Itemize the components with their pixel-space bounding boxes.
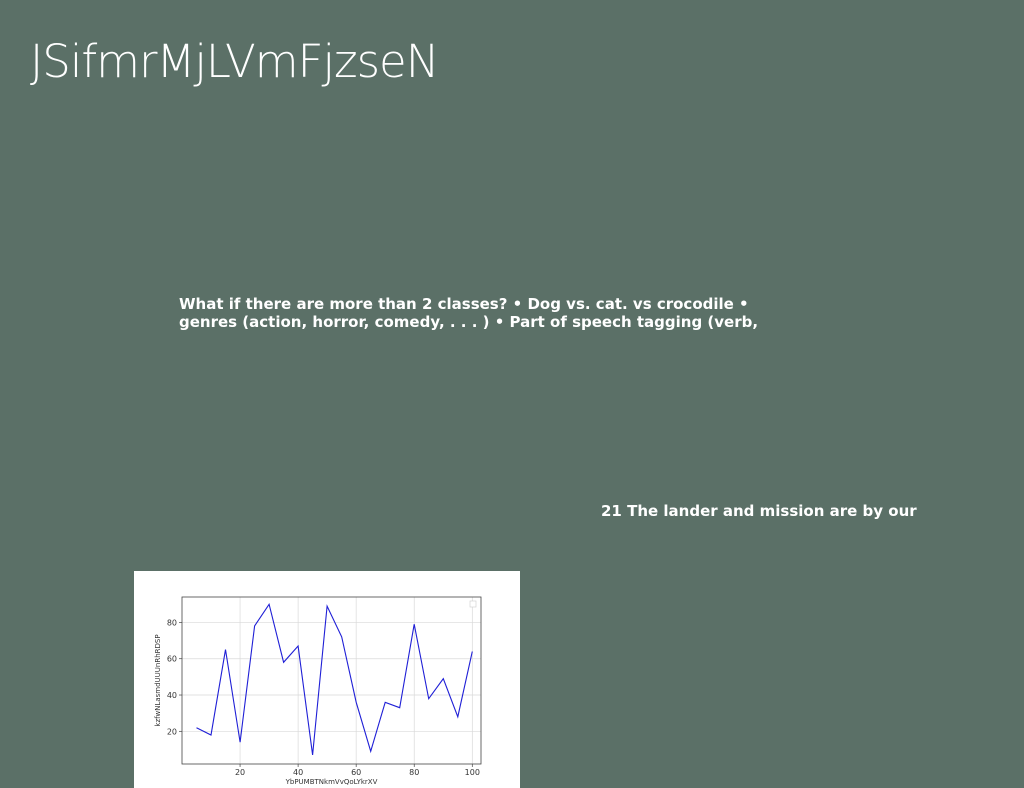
- y-tick-label: 40: [167, 691, 177, 700]
- series-line: [196, 602, 473, 755]
- y-tick-label: 60: [167, 655, 177, 664]
- body-line-1: What if there are more than 2 classes? •…: [179, 295, 749, 313]
- x-tick-label: 60: [351, 768, 361, 777]
- slide-body-text: What if there are more than 2 classes? •…: [179, 295, 819, 331]
- slide-caption: 21 The lander and mission are by our: [601, 502, 917, 520]
- y-tick-label: 80: [167, 618, 177, 627]
- chart-grid: [182, 597, 481, 764]
- legend-box: [469, 600, 477, 608]
- x-tick-label: 100: [465, 768, 480, 777]
- y-axis-label: kzfwNLasmdUUUnRhRDSP: [154, 634, 162, 726]
- line-chart: 20 40 60 80 100 20 40 60 80 YbPUMBTNkmVvQoLYkrXV…: [154, 596, 482, 786]
- slide-title: JSifmrMjLVmFjzseN: [30, 35, 439, 88]
- x-axis-label: YbPUMBTNkmVvQoLYkrXV: [285, 778, 378, 786]
- x-tick-label: 40: [293, 768, 303, 777]
- body-line-2: genres (action, horror, comedy, . . . ) …: [179, 313, 759, 331]
- plot-frame: [181, 596, 482, 765]
- line-chart-card: 20 40 60 80 100 20 40 60 80 YbPUMBTNkmVvQoLYkrXV…: [134, 571, 520, 788]
- y-tick-label: 20: [167, 727, 177, 736]
- x-tick-label: 20: [235, 768, 245, 777]
- x-tick-label: 80: [409, 768, 419, 777]
- chart-ticks: 20 40 60 80 100 20 40 60 80: [167, 618, 480, 777]
